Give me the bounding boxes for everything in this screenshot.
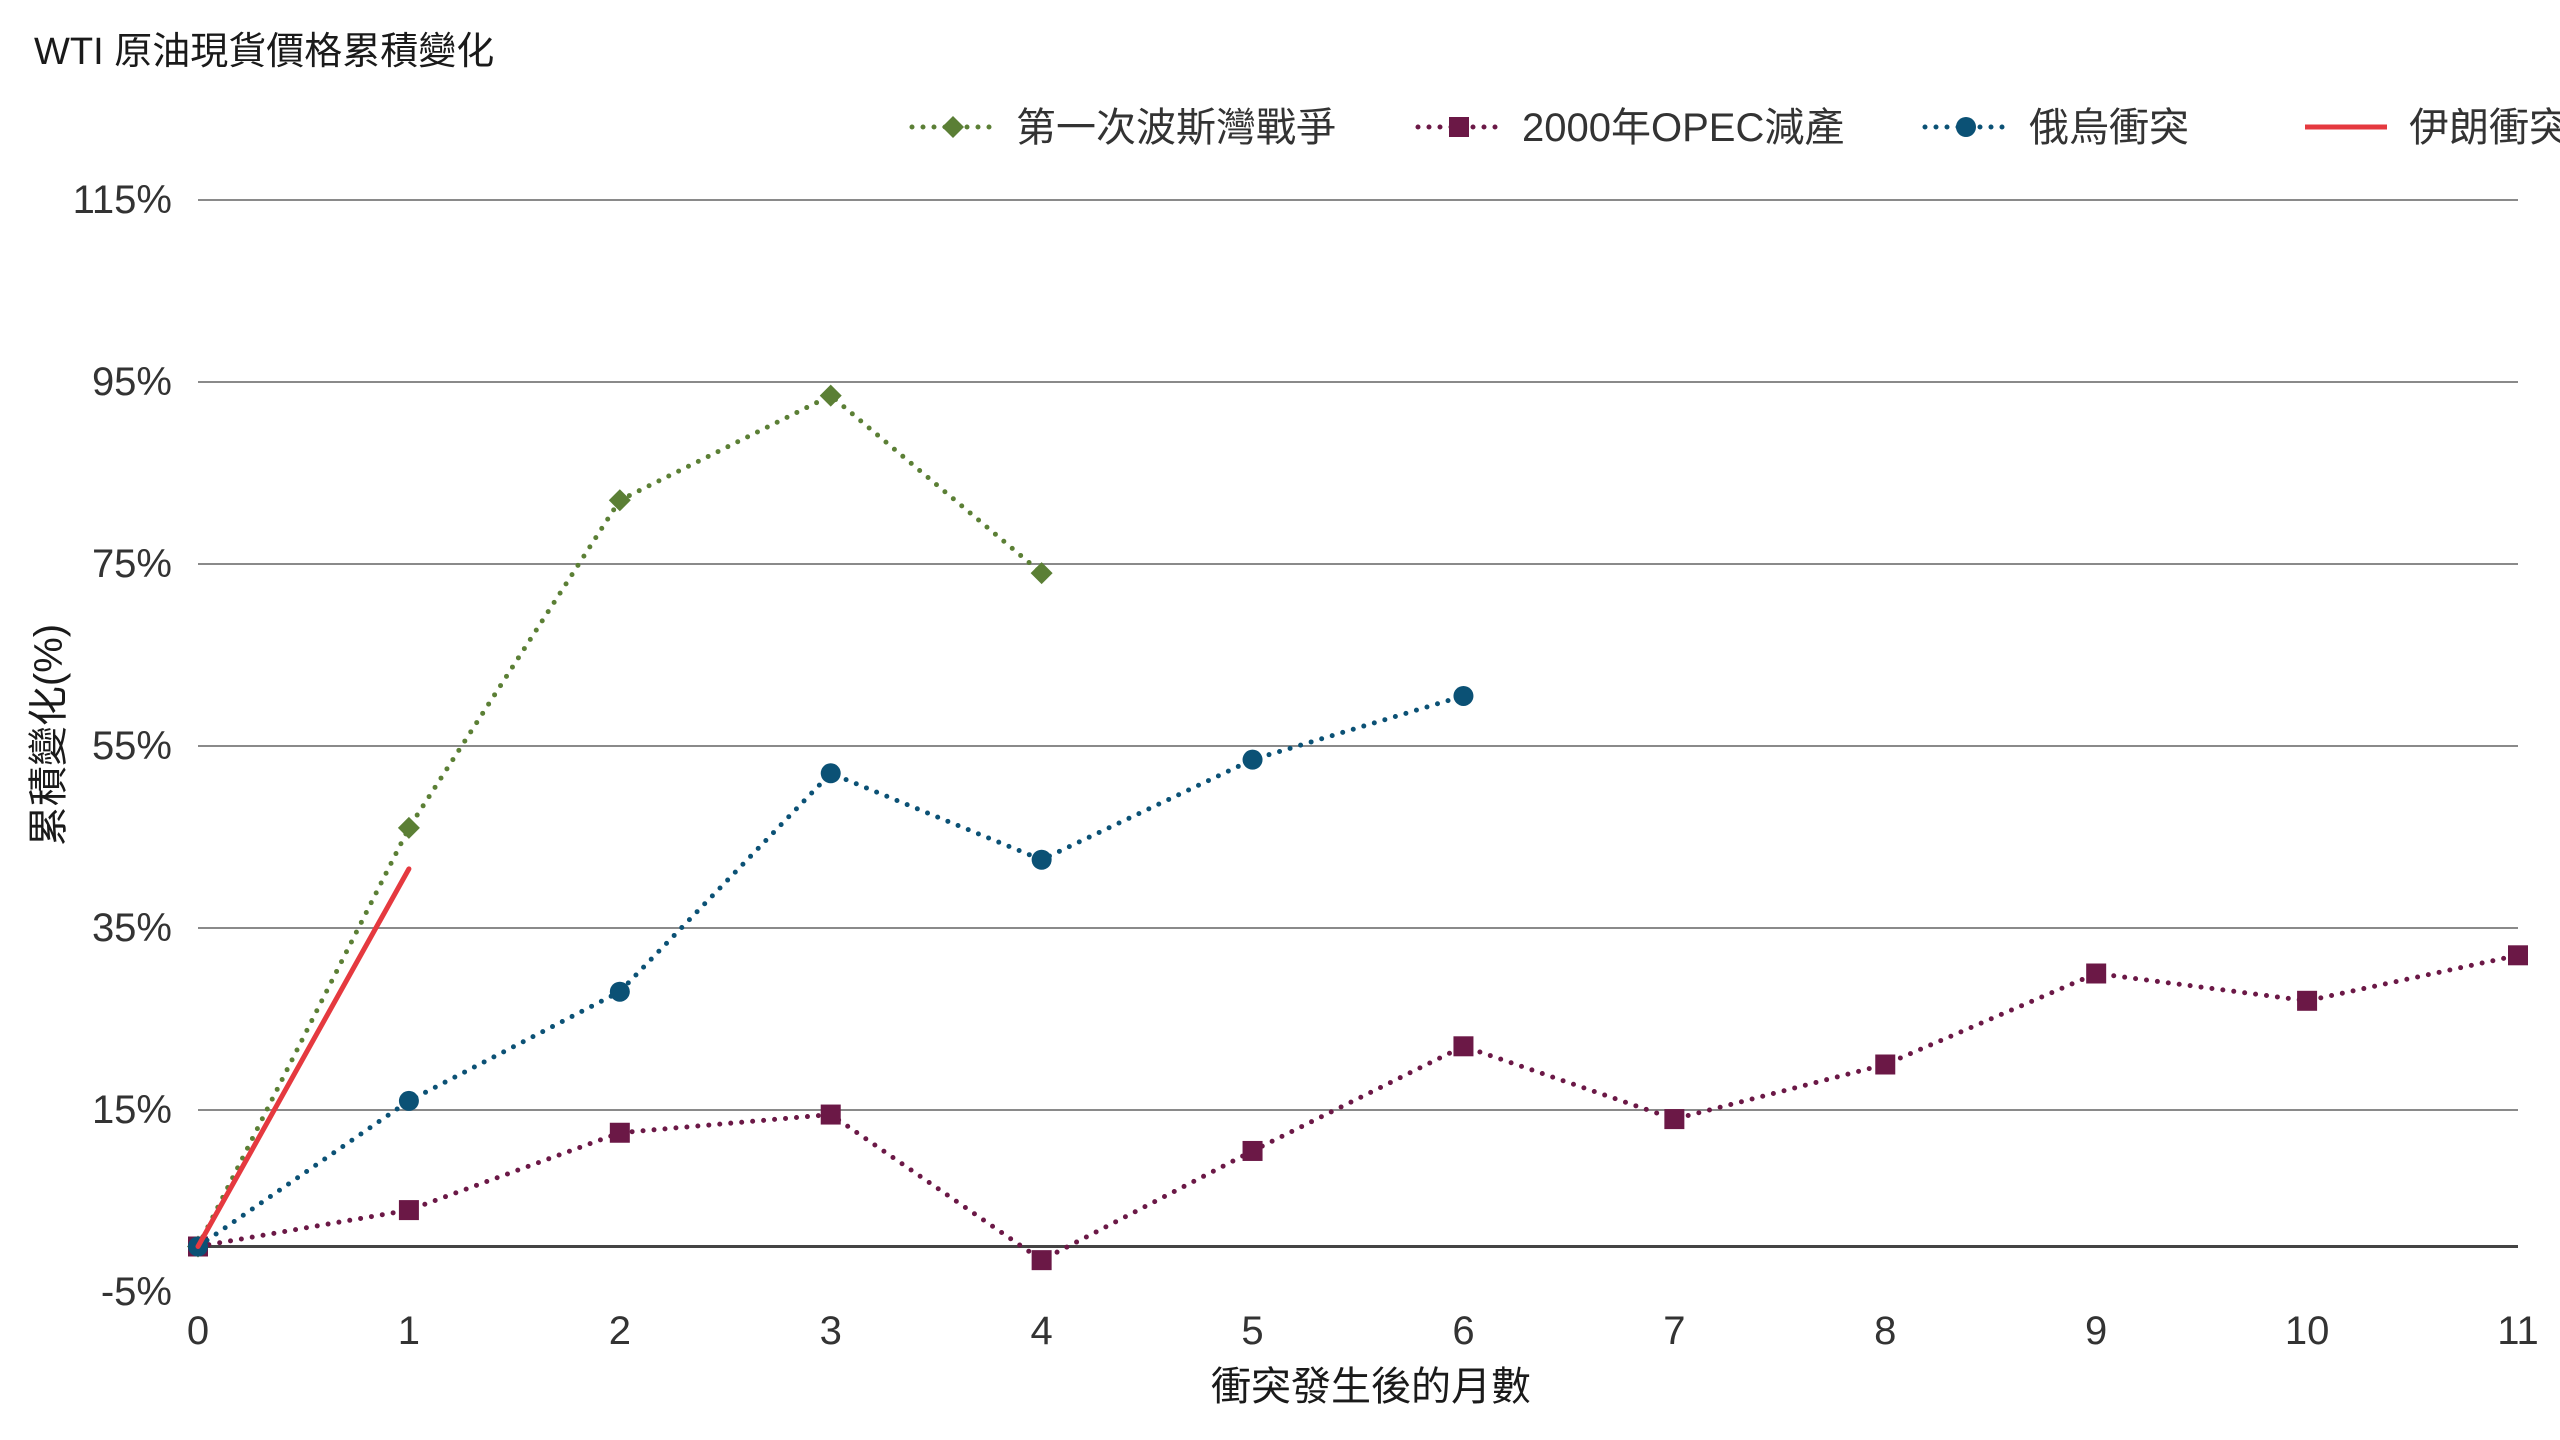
y-tick-label: 115% <box>73 178 172 222</box>
data-point <box>398 1090 419 1111</box>
legend-marker <box>1956 117 1976 137</box>
x-tick-label: 3 <box>820 1309 842 1353</box>
x-tick-label: 7 <box>1663 1309 1685 1353</box>
series-2 <box>188 945 2528 1271</box>
y-tick-label: 35% <box>92 906 172 950</box>
x-tick-label: 6 <box>1452 1309 1474 1353</box>
legend-marker <box>942 116 964 138</box>
gridlines <box>198 199 2518 1248</box>
x-tick-label: 0 <box>187 1309 209 1353</box>
legend-label: 第一次波斯灣戰爭 <box>1016 106 1336 150</box>
y-tick-label: 15% <box>92 1088 172 1132</box>
y-tick-label: 75% <box>92 542 172 586</box>
data-point <box>2086 963 2107 984</box>
data-point <box>2508 945 2528 966</box>
x-tick-label: 10 <box>2285 1309 2330 1353</box>
x-tick-label: 5 <box>1241 1309 1263 1353</box>
series-line <box>195 866 412 1249</box>
data-point <box>820 763 841 784</box>
legend-item: 伊朗衝突 <box>2305 106 2560 150</box>
data-point <box>820 1104 841 1125</box>
chart-title: WTI 原油現貨價格累積變化 <box>34 31 494 73</box>
data-point <box>1242 749 1263 770</box>
legend-label: 2000年OPEC減產 <box>1522 106 1844 150</box>
series-line <box>195 952 2521 1264</box>
y-tick-label: 55% <box>92 724 172 768</box>
legend-item: 2000年OPEC減產 <box>1415 106 1844 150</box>
data-point <box>1875 1054 1896 1075</box>
data-point <box>1453 1036 1474 1057</box>
y-tick-label: 95% <box>92 360 172 404</box>
x-tick-label: 11 <box>2497 1309 2539 1353</box>
legend: 第一次波斯灣戰爭 2000年OPEC減產 俄烏衝突 伊朗衝突 <box>909 106 2560 150</box>
series-3 <box>188 685 1474 1257</box>
series-4 <box>195 866 412 1249</box>
series-layer <box>187 384 2528 1271</box>
legend-marker <box>1449 117 1469 137</box>
legend-label: 俄烏衝突 <box>2029 106 2189 150</box>
x-tick-label: 8 <box>1874 1309 1896 1353</box>
x-axis-title: 衝突發生後的月數 <box>1211 1365 1531 1409</box>
data-point <box>819 384 842 407</box>
data-point <box>1031 849 1052 870</box>
data-point <box>1031 1250 1052 1271</box>
legend-item: 俄烏衝突 <box>1922 106 2189 150</box>
data-point <box>397 816 420 839</box>
data-point <box>608 489 631 512</box>
data-point <box>1030 562 1053 585</box>
y-tick-label: -5% <box>101 1270 172 1314</box>
data-point <box>609 1122 630 1143</box>
y-axis-title: 累積變化(%) <box>27 624 71 846</box>
data-point <box>1242 1140 1263 1161</box>
y-axis-ticks: -5% 15% 35% 55% 75% 95% 115% <box>73 178 172 1314</box>
x-tick-label: 1 <box>398 1309 420 1353</box>
legend-label: 伊朗衝突 <box>2409 106 2560 150</box>
x-tick-label: 9 <box>2085 1309 2107 1353</box>
data-point <box>1664 1109 1685 1130</box>
x-axis-ticks: 0 1 2 3 4 5 6 7 8 9 10 11 <box>187 1309 2539 1353</box>
data-point <box>609 981 630 1002</box>
data-point <box>2297 990 2318 1011</box>
legend-item: 第一次波斯灣戰爭 <box>909 106 1336 150</box>
data-point <box>1453 685 1474 706</box>
data-point <box>398 1200 419 1221</box>
x-tick-label: 4 <box>1031 1309 1053 1353</box>
x-tick-label: 2 <box>609 1309 631 1353</box>
series-line <box>195 392 1045 1249</box>
